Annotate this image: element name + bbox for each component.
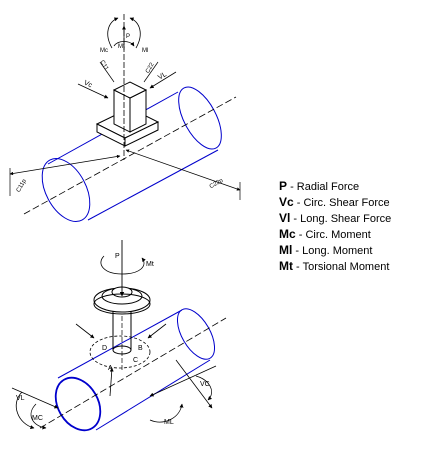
legend-symbol: Mc bbox=[279, 227, 296, 241]
bottom-pipe bbox=[54, 308, 216, 432]
bottom-left-loads bbox=[11, 387, 59, 430]
legend-row: Vl - Long. Shear Force bbox=[279, 210, 391, 226]
top-c22p-label: C22p bbox=[209, 177, 225, 190]
top-vc-label: Vc bbox=[83, 80, 94, 90]
top-c11p-label: C11p bbox=[16, 178, 28, 194]
bottom-vc-label: VC bbox=[200, 381, 210, 388]
bottom-p-label: P bbox=[115, 253, 120, 260]
legend-symbol: Vl bbox=[279, 211, 291, 225]
legend-description: - Torsional Moment bbox=[293, 261, 390, 273]
top-pipe-figure: P Mt Mc Ml C11 C22 Vc VL C11p C22p bbox=[9, 14, 241, 222]
top-pipe-right-end bbox=[178, 86, 222, 150]
bottom-ml-label: ML bbox=[164, 419, 174, 426]
top-vl-label: VL bbox=[157, 71, 168, 81]
bottom-d-label: D bbox=[102, 345, 107, 352]
bottom-pipe-centerline bbox=[39, 317, 227, 429]
bottom-a-label: A bbox=[108, 365, 113, 372]
top-mt-label: Mt bbox=[118, 44, 125, 50]
bottom-pipe-right-end bbox=[176, 308, 216, 360]
top-post-dimensions bbox=[99, 61, 159, 83]
legend-symbol: Ml bbox=[279, 243, 293, 257]
bottom-abcd-circle bbox=[89, 335, 151, 369]
top-p-label: P bbox=[126, 34, 130, 40]
legend: P - Radial Force Vc - Circ. Shear Force … bbox=[279, 178, 391, 274]
top-c11-label: C11 bbox=[99, 60, 110, 73]
top-pipe-left-end bbox=[41, 158, 91, 222]
top-ml-label: Ml bbox=[142, 48, 148, 54]
legend-description: - Circ. Moment bbox=[295, 229, 371, 241]
legend-description: - Radial Force bbox=[287, 181, 360, 193]
top-shear-arrows bbox=[77, 71, 177, 99]
bottom-pipe-figure: P Mt A B C D VL MC ML VC bbox=[11, 240, 227, 432]
legend-row: P - Radial Force bbox=[279, 178, 391, 194]
legend-symbol: Mt bbox=[279, 259, 293, 273]
top-moment-symbols bbox=[107, 17, 141, 50]
bottom-abcd-arrows bbox=[75, 323, 167, 397]
legend-row: Mt - Torsional Moment bbox=[279, 258, 391, 274]
top-pipe-dimensions bbox=[9, 149, 241, 200]
bottom-vl-label: VL bbox=[16, 395, 25, 402]
bottom-right-loads bbox=[149, 359, 217, 423]
bottom-pipe-left-end bbox=[54, 376, 102, 432]
legend-row: Mc - Circ. Moment bbox=[279, 226, 391, 242]
top-mc-label: Mc bbox=[100, 48, 108, 54]
legend-row: Ml - Long. Moment bbox=[279, 242, 391, 258]
legend-description: - Long. Moment bbox=[292, 245, 373, 257]
legend-description: - Circ. Shear Force bbox=[293, 197, 390, 209]
bottom-mt-label: Mt bbox=[146, 261, 154, 268]
bottom-c-label: C bbox=[133, 357, 138, 364]
legend-symbol: P bbox=[279, 179, 288, 193]
legend-symbol: Vc bbox=[279, 195, 294, 209]
bottom-mc-label: MC bbox=[32, 415, 43, 422]
top-square-post bbox=[112, 81, 148, 133]
bottom-nozzle bbox=[93, 286, 151, 355]
legend-row: Vc - Circ. Shear Force bbox=[279, 194, 391, 210]
legend-description: - Long. Shear Force bbox=[290, 213, 392, 225]
bottom-mt-arrow bbox=[100, 255, 146, 275]
bottom-b-label: B bbox=[138, 345, 143, 352]
top-c22-label: C22 bbox=[145, 61, 156, 74]
